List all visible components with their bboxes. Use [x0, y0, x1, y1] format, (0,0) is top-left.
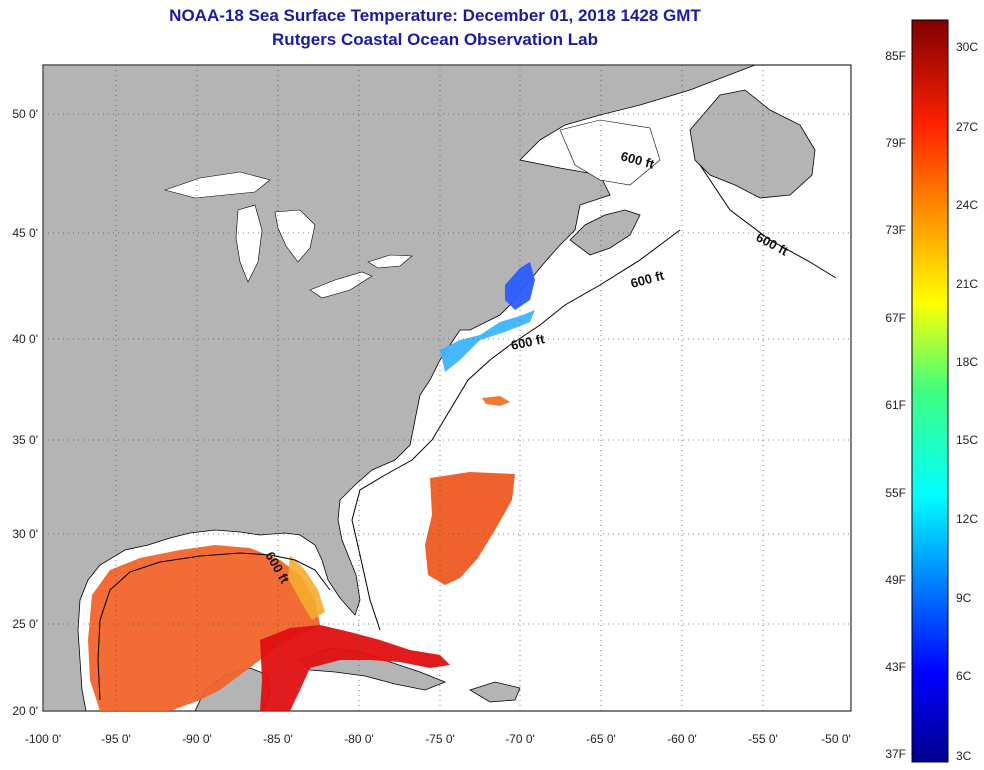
lat-label: 35 0'	[12, 433, 38, 447]
f-label: 79F	[885, 136, 906, 150]
f-label: 85F	[885, 49, 906, 63]
lon-label: -55 0'	[748, 732, 778, 746]
c-label: 27C	[956, 120, 978, 134]
land-north-america	[43, 65, 756, 711]
longitude-labels: -100 0' -95 0' -90 0' -85 0' -80 0' -75 …	[25, 732, 851, 746]
lake-ontario	[367, 254, 413, 269]
f-label: 73F	[885, 223, 906, 237]
lat-label: 40 0'	[12, 332, 38, 346]
lat-label: 45 0'	[12, 226, 38, 240]
map-subtitle: Rutgers Coastal Ocean Observation Lab	[272, 30, 598, 49]
land-nova-scotia	[569, 209, 641, 256]
lon-label: -65 0'	[586, 732, 616, 746]
c-label: 30C	[956, 40, 978, 54]
map-title: NOAA-18 Sea Surface Temperature: Decembe…	[169, 6, 701, 25]
lat-label: 30 0'	[12, 527, 38, 541]
c-label: 9C	[956, 591, 972, 605]
sst-carolina-patch	[482, 396, 510, 406]
lon-label: -100 0'	[25, 732, 61, 746]
f-label: 61F	[885, 398, 906, 412]
lat-label: 25 0'	[12, 617, 38, 631]
sst-gulf-of-mexico	[88, 545, 320, 711]
latitude-labels: 50 0' 45 0' 40 0' 35 0' 30 0' 25 0' 20 0…	[12, 107, 38, 718]
c-label: 12C	[956, 512, 978, 526]
colorbar-c-labels: 30C 27C 24C 21C 18C 15C 12C 9C 6C 3C	[956, 40, 978, 763]
gulf-st-lawrence	[559, 119, 661, 186]
lon-label: -85 0'	[263, 732, 293, 746]
lon-label: -50 0'	[821, 732, 851, 746]
lon-label: -90 0'	[182, 732, 212, 746]
lat-label: 50 0'	[12, 107, 38, 121]
contour-label-600ft: 600 ft	[510, 331, 547, 353]
c-label: 21C	[956, 277, 978, 291]
c-label: 15C	[956, 433, 978, 447]
colorbar-f-labels: 85F 79F 73F 67F 61F 55F 49F 43F 37F	[885, 49, 906, 761]
lake-huron	[274, 209, 316, 263]
c-label: 24C	[956, 198, 978, 212]
sst-mid-atlantic	[440, 310, 535, 372]
lon-label: -75 0'	[425, 732, 455, 746]
lon-label: -95 0'	[101, 732, 131, 746]
lake-michigan	[235, 204, 263, 283]
f-label: 43F	[885, 660, 906, 674]
lat-label: 20 0'	[12, 704, 38, 718]
f-label: 67F	[885, 311, 906, 325]
sst-gulf-warm	[288, 555, 325, 620]
sst-atlantic-patch	[425, 472, 515, 585]
isobath-600ft	[97, 164, 837, 701]
lon-label: -70 0'	[505, 732, 535, 746]
lake-superior	[163, 171, 271, 199]
land-hispaniola	[469, 681, 521, 703]
lake-erie	[309, 271, 373, 299]
colorbar	[911, 19, 949, 763]
c-label: 3C	[956, 749, 972, 763]
f-label: 37F	[885, 747, 906, 761]
land-newfoundland	[689, 89, 816, 199]
sst-caribbean	[260, 625, 450, 711]
f-label: 49F	[885, 573, 906, 587]
lon-label: -80 0'	[344, 732, 374, 746]
lon-label: -60 0'	[667, 732, 697, 746]
c-label: 18C	[956, 355, 978, 369]
f-label: 55F	[885, 486, 906, 500]
c-label: 6C	[956, 669, 972, 683]
